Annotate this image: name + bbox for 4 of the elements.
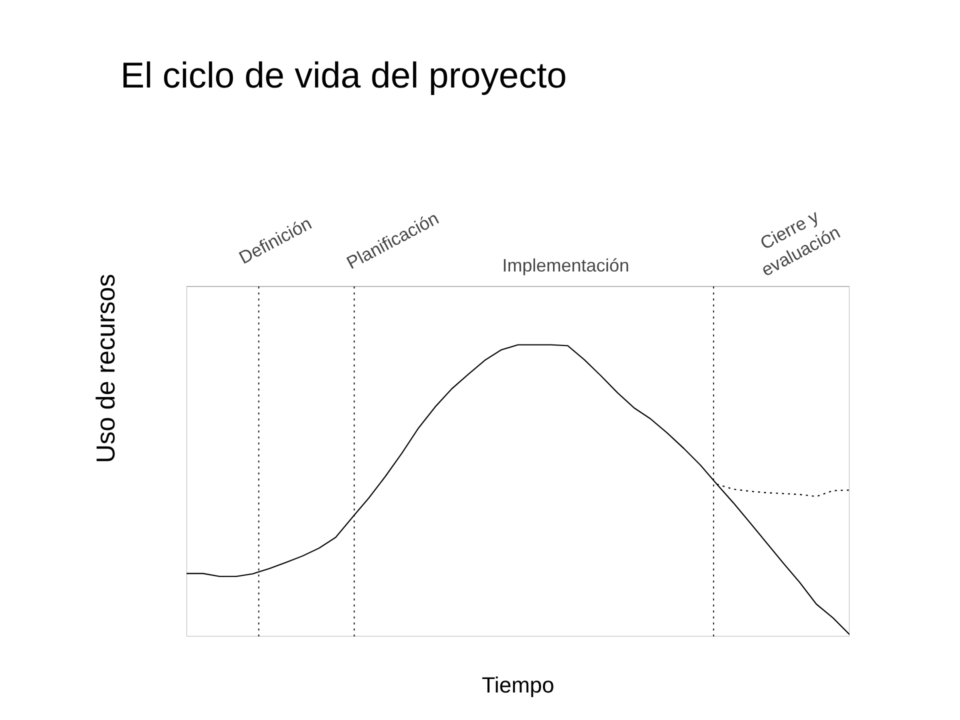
x-axis-title: Tiempo bbox=[482, 672, 554, 698]
chart-title: El ciclo de vida del proyecto bbox=[120, 54, 567, 96]
y-axis-title: Uso de recursos bbox=[90, 274, 120, 464]
text: Implementación bbox=[502, 256, 630, 276]
